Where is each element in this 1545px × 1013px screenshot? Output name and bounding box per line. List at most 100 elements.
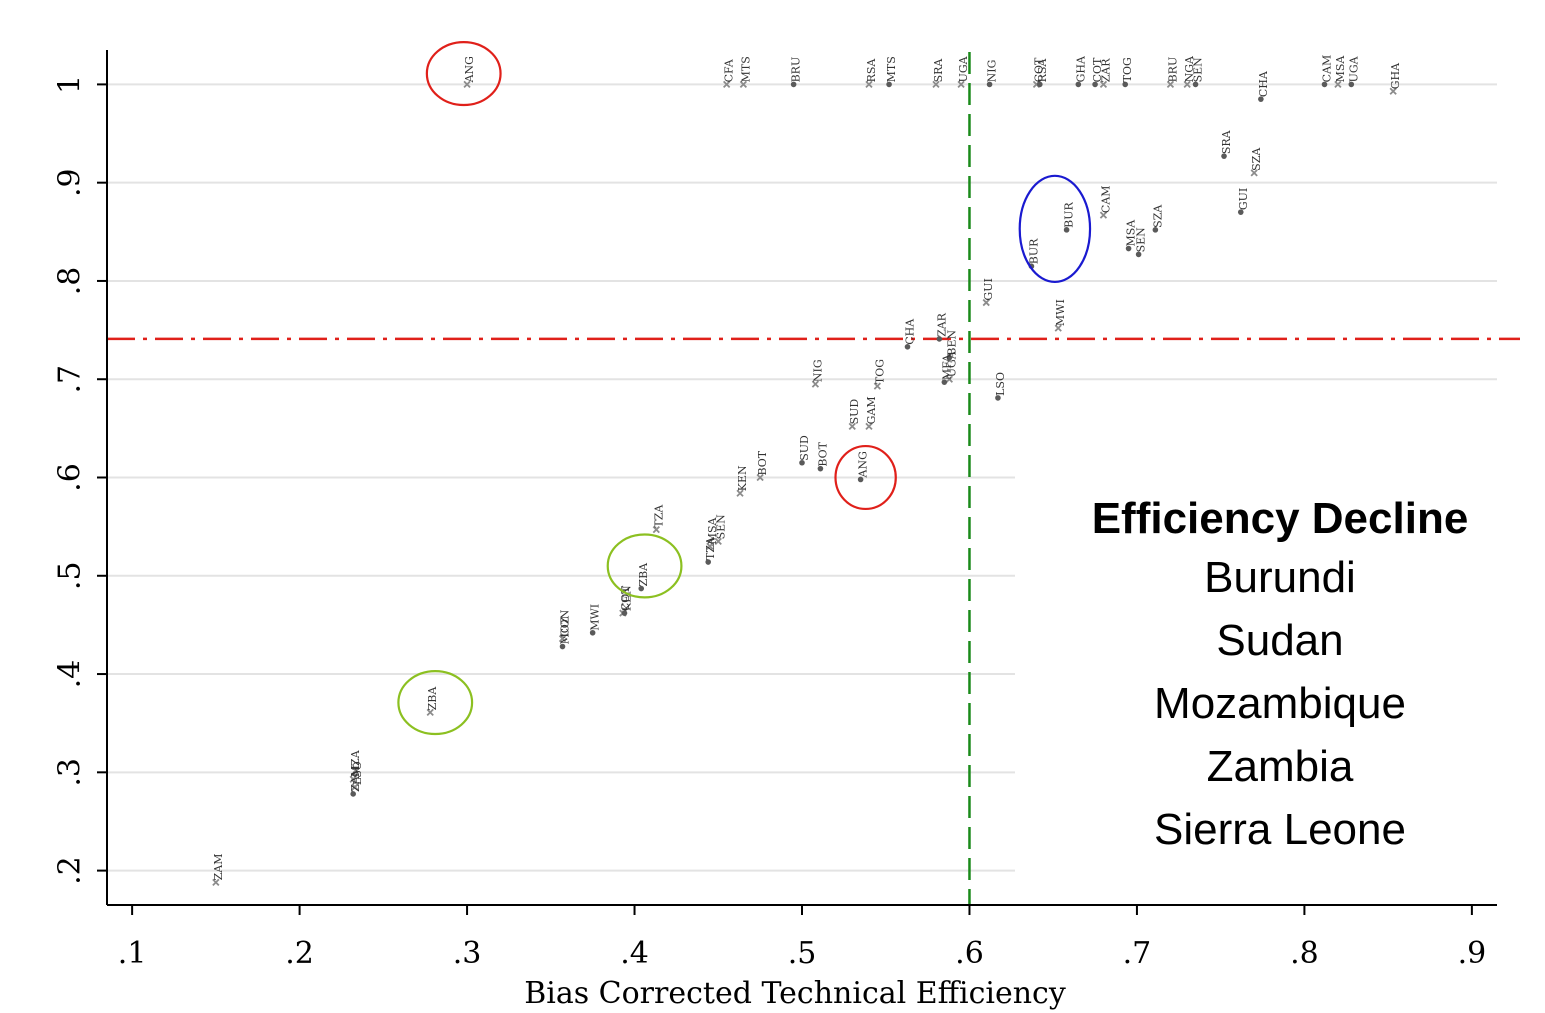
point-label: TOG: [1121, 57, 1134, 82]
point-label: MZA: [349, 749, 362, 777]
x-marker: [1250, 169, 1258, 177]
point-label: ANG: [463, 56, 476, 83]
y-tick-label: .3: [53, 758, 88, 787]
x-marker: [957, 80, 965, 89]
point-label: MSA: [1125, 219, 1138, 247]
data-point: MOZ: [559, 616, 572, 650]
data-point: CFA: [723, 58, 736, 89]
dot-marker: [621, 610, 628, 616]
x-tick-label: .2: [285, 936, 314, 971]
point-label: CON: [559, 609, 572, 636]
point-label: CAM: [1099, 185, 1112, 213]
point-label: MWI: [1054, 299, 1067, 326]
data-point: CAM: [1099, 185, 1112, 219]
point-label: ZAR: [1099, 58, 1112, 83]
dot-marker: [705, 559, 712, 565]
x-tick-label: .9: [1458, 936, 1487, 971]
point-label: COT: [1032, 57, 1045, 82]
data-point: SEN: [1135, 227, 1148, 258]
data-point: MSA: [706, 516, 719, 550]
legend-items: Burundi Sudan Mozambique Zambia Sierra Leone: [1015, 546, 1545, 861]
data-point: TOG: [1121, 57, 1134, 88]
data-point: SZA: [1151, 204, 1164, 233]
y-tick-label: 1: [53, 75, 88, 94]
x-marker: [351, 783, 359, 791]
data-point: CHA: [1257, 70, 1270, 102]
dot-marker: [1321, 81, 1328, 88]
point-label: SRA: [932, 58, 945, 83]
dot-marker: [941, 379, 948, 385]
dot-marker: [1075, 81, 1082, 88]
dot-marker: [904, 343, 911, 350]
point-label: KEN: [736, 465, 749, 491]
point-label: BUR: [1027, 238, 1040, 264]
point-label: TZA: [652, 504, 665, 528]
point-label: NIG: [811, 359, 824, 382]
data-point: ZBA: [637, 562, 650, 592]
point-label: BEN: [945, 329, 958, 355]
dot-marker: [1122, 81, 1129, 88]
data-point: BRU: [1166, 57, 1179, 89]
data-point: CON: [558, 609, 572, 643]
point-label: GHA: [1389, 62, 1402, 89]
legend-item: Burundi: [1204, 553, 1356, 602]
y-tick-label: .8: [53, 267, 88, 296]
dot-marker: [817, 465, 824, 472]
data-point: BOT: [756, 450, 769, 482]
point-label: MWI: [589, 604, 602, 631]
point-label: GHA: [1074, 55, 1087, 82]
data-point: ZAM: [349, 765, 362, 797]
x-tick-label: .5: [788, 936, 817, 971]
point-label: LSO: [351, 761, 364, 785]
x-tick-label: .7: [1123, 936, 1152, 971]
data-point: LSO: [351, 761, 364, 791]
data-point: MTS: [885, 56, 898, 88]
point-label: SZA: [1250, 147, 1263, 171]
x-marker: [652, 525, 660, 534]
point-label: CHA: [904, 318, 917, 345]
data-point: GUI: [1237, 188, 1250, 215]
point-label: SEN: [1192, 57, 1205, 83]
dot-marker: [1192, 81, 1199, 88]
data-point: KEN: [736, 465, 749, 497]
point-label: BRU: [1166, 57, 1179, 83]
dot-marker: [589, 629, 596, 636]
point-label: RSA: [865, 58, 878, 83]
legend-title: Efficiency Decline: [1091, 494, 1469, 543]
dot-marker: [799, 459, 805, 466]
data-point: BOT: [816, 441, 829, 472]
y-tick-label: .4: [53, 660, 88, 689]
dot-marker: [995, 395, 1001, 401]
point-label: NGA: [1183, 55, 1196, 82]
point-label: MTS: [885, 56, 898, 82]
point-label: ZBA: [426, 686, 439, 711]
data-point: SRA: [1220, 129, 1233, 159]
highlight-ellipse: [397, 670, 474, 736]
data-point: TZA: [704, 536, 717, 565]
x-marker: [811, 380, 820, 388]
point-label: SUD: [848, 399, 861, 425]
legend-item: Sierra Leone: [1154, 805, 1406, 854]
point-label: UGA: [1347, 55, 1360, 82]
x-marker: [714, 537, 722, 546]
point-label: ANG: [857, 451, 870, 478]
x-marker: [865, 80, 873, 89]
x-marker: [982, 298, 990, 307]
dot-marker: [638, 585, 645, 592]
highlight-ellipse: [1018, 174, 1092, 284]
data-point: LSO: [994, 372, 1007, 401]
x-marker: [558, 635, 567, 643]
dot-marker: [946, 354, 953, 361]
data-point: NIG: [986, 60, 999, 88]
x-marker: [865, 422, 873, 431]
y-tick-label: .5: [53, 561, 88, 590]
data-point: MWI: [589, 604, 602, 636]
data-point: UGA: [1347, 55, 1360, 88]
point-label: SEN: [1135, 227, 1148, 253]
dot-marker: [1258, 96, 1264, 102]
y-tick-label: .6: [53, 463, 88, 492]
point-label: CHA: [1257, 70, 1270, 97]
x-marker: [1334, 80, 1342, 89]
point-label: MOZ: [559, 616, 572, 644]
